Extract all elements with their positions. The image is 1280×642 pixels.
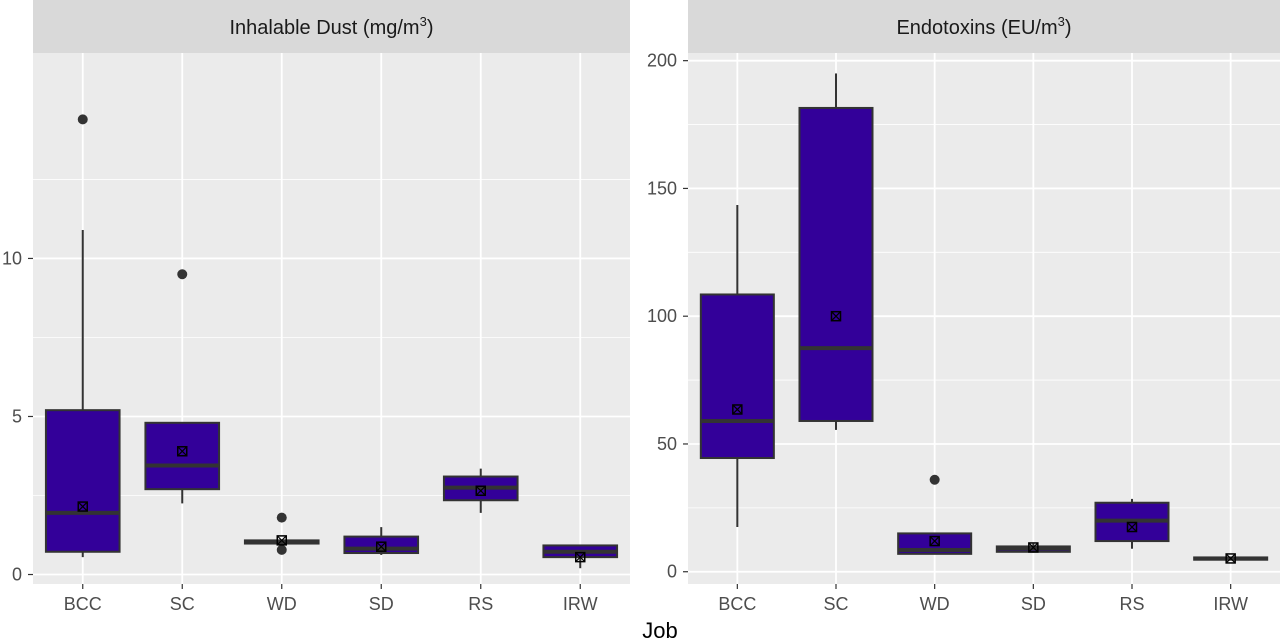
panel-2: Endotoxins (EU/m3) 0 50 100 150 200 BCC SC WD SD R… [647,0,1280,614]
y-tick-label: 150 [647,178,677,198]
x-tick-label: RS [468,594,493,614]
outlier-point [276,512,287,523]
mean-marker [929,535,940,547]
mean-square [1225,553,1236,564]
mean-marker [77,501,88,512]
box-rs [442,468,519,513]
panel-background [33,53,630,584]
mean-cross [177,446,188,457]
box-irw [542,544,619,569]
box-sd [995,542,1071,553]
x-tick-label: IRW [1213,594,1248,614]
panel-strip [33,0,630,53]
mean-square [1028,542,1039,553]
mean-square [1126,521,1138,533]
box-wd [243,512,320,555]
mean-square [929,535,940,547]
mean-cross [475,485,486,496]
outlier-point [77,114,88,125]
y-tick-label: 0 [667,562,677,582]
panel-strip [688,0,1280,53]
mean-marker [475,485,486,497]
panels: Inhalable Dust (mg/m3) 0 5 10 BCC SC WD SD RS IRW… [2,0,1280,614]
panel-title: Endotoxins (EU/m3) [896,14,1071,39]
x-tick-label: WD [267,594,297,614]
x-tick-label: BCC [718,594,756,614]
mean-cross [276,535,287,546]
box-sc [798,73,874,430]
x-tick-label: SC [823,594,848,614]
mean-cross [1028,542,1039,553]
mean-marker [575,551,586,563]
x-tick-label: BCC [64,594,102,614]
mean-marker [830,310,842,322]
box-wd [897,474,973,555]
box-bcc [44,114,121,558]
mean-cross [1127,522,1137,532]
mean-marker [376,541,387,552]
box-body [699,293,775,460]
y-tick-label: 50 [657,434,677,454]
x-tick-label: SD [1021,594,1046,614]
mean-marker [1028,542,1039,553]
mean-square [177,446,188,457]
mean-cross [1225,553,1236,564]
panel-1: Inhalable Dust (mg/m3) 0 5 10 BCC SC WD SD RS IRW [2,0,630,614]
x-tick-label: RS [1119,594,1144,614]
mean-marker [1126,521,1138,533]
mean-marker [276,535,287,546]
box-body [798,106,874,422]
mean-cross [376,541,387,552]
x-axis-title: Job [642,618,677,642]
box-sd [343,527,420,555]
outlier-point [177,269,188,280]
box-bcc [699,205,775,528]
box-body [44,409,121,553]
mean-marker [177,446,188,457]
panel-background [688,53,1280,584]
mean-square [276,535,287,546]
y-tick-label: 0 [12,565,22,585]
mean-square [575,551,586,563]
box-sc [144,269,221,504]
box-rs [1094,498,1170,549]
box-irw [1193,553,1269,564]
y-tick-label: 100 [647,306,677,326]
x-tick-label: IRW [563,594,598,614]
mean-cross [77,501,88,512]
mean-square [830,310,842,322]
mean-marker [732,404,743,415]
x-tick-label: SD [369,594,394,614]
mean-marker [1225,553,1236,564]
outlier-point [929,474,940,485]
mean-square [376,541,387,552]
mean-square [77,501,88,512]
mean-cross [575,552,586,563]
mean-square [732,404,743,415]
y-tick-label: 200 [647,51,677,71]
mean-square [475,485,486,497]
mean-cross [732,404,743,415]
y-tick-label: 5 [12,406,22,426]
outlier-point [276,544,287,555]
y-tick-label: 10 [2,248,22,268]
mean-cross [831,311,841,322]
panel-title: Inhalable Dust (mg/m3) [230,14,434,39]
x-tick-label: SC [170,594,195,614]
x-tick-label: WD [920,594,950,614]
mean-cross [929,536,940,546]
